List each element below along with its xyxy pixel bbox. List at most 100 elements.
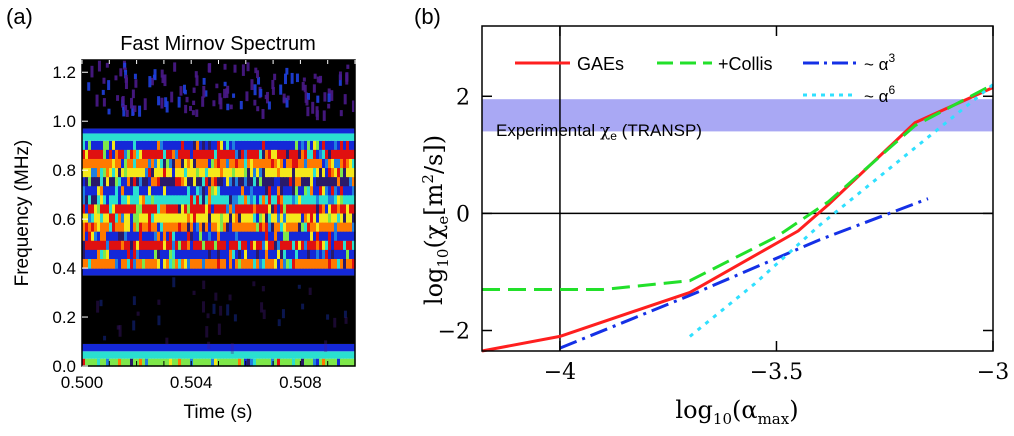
spectrogram-cell [178,358,182,367]
spectrogram-speck [316,76,320,83]
spectrogram-cell [160,177,164,187]
spectrogram-cell [211,195,215,206]
spectrogram-cell [187,222,191,233]
spectrogram-speck [316,95,320,103]
spectrogram-speck [132,296,136,306]
spectrogram-cell [109,177,113,187]
spectrogram-speck [163,74,167,87]
spectrogram-cell [262,204,266,215]
spectrogram-cell [181,140,185,151]
spectrogram-cell [175,258,179,269]
spectrogram-cell [91,158,95,169]
spectrogram-cell [166,158,170,169]
spectrogram-cell [160,158,164,169]
spectrogram-speck [124,70,128,79]
spectrogram-cell [331,249,335,260]
spectrogram-cell [193,231,197,242]
spectrogram-cell [166,249,170,260]
spectrogram-cell [118,249,122,260]
spectrogram-cell [256,249,260,260]
spectrogram-cell [115,186,119,196]
spectrogram-cell [226,177,230,187]
spectrogram-cell [103,258,107,269]
spectrogram-cell [295,358,299,367]
spectrogram-cell [238,195,242,206]
spectrogram-cell [109,140,113,151]
spectrogram-cell [115,222,119,233]
spectrogram-cell [277,186,281,196]
spectrogram-cell [271,149,275,160]
spectrogram-cell [112,231,116,242]
spectrogram-cell [319,140,323,151]
spectrogram-speck [253,84,257,96]
spectrogram-cell [151,195,155,206]
spectrogram-cell [247,222,251,233]
spectrogram-speck [261,109,265,119]
spectrogram-cell [235,358,239,367]
spectrogram-cell [106,177,110,187]
spectrogram-cell [133,140,137,151]
spectrogram-cell [169,222,173,233]
spectrogram-cell [232,195,236,206]
spectrogram-cell [304,195,308,206]
spectrogram-cell [271,213,275,224]
spectrogram-cell [307,149,311,160]
spectrogram-cell [217,168,221,178]
spectrogram-cell [169,204,173,215]
spectrogram-cell [238,213,242,224]
spectrogram-cell [193,158,197,169]
spectrogram-cell [334,222,338,233]
spectrogram-cell [175,140,179,151]
spectrogram-cell [124,231,128,242]
spectrogram-cell [250,158,254,169]
spectrogram-cell [115,177,119,187]
spectrogram-cell [304,177,308,187]
spectrogram-cell [238,249,242,260]
spectrogram-cell [187,195,191,206]
spectrogram-speck [285,67,289,75]
spectrogram-cell [241,149,245,160]
spectrogram-cell [268,258,272,269]
spectrogram-cell [346,195,350,206]
spectrogram-cell [343,249,347,260]
spectrogram-cell [301,358,305,367]
spectrogram-cell [319,158,323,169]
spectrogram-cell [250,231,254,242]
spectrogram-cell [349,204,353,215]
spectrogram-cell [199,240,203,251]
spectrogram-cell [133,213,137,224]
spectrogram-cell [220,177,224,187]
spectrogram-cell [205,195,209,206]
spectrogram-cell [151,222,155,233]
spectrogram-band [82,128,355,134]
spectrogram-cell [88,195,92,206]
spectrogram-cell [265,140,269,151]
spectrogram-cell [223,231,227,242]
spectrogram-cell [256,231,260,242]
spectrogram-cell [154,249,158,260]
spectrogram-speck [202,85,206,98]
spectrogram-cell [136,149,140,160]
spectrogram-cell [274,168,278,178]
spectrogram-cell [184,240,188,251]
spectrogram-cell [127,158,131,169]
spectrogram-cell [154,258,158,269]
spectrogram-cell [349,213,353,224]
spectrogram-cell [115,240,119,251]
spectrogram-speck [107,108,111,115]
spectrogram-speck [101,89,105,95]
spectrogram-cell [196,195,200,206]
spectrogram-cell [85,240,89,251]
spectrogram-cell [124,358,128,367]
spectrogram-cell [343,149,347,160]
spectrogram-cell [163,204,167,215]
spectrogram-cell [334,240,338,251]
spectrogram-cell [151,140,155,151]
spectrogram-cell [316,249,320,260]
spectrogram-speck [306,106,310,117]
spectrogram-cell [127,240,131,251]
spectrogram-speck [138,105,142,117]
spectrogram-cell [127,249,131,260]
spectrogram-speck [230,343,234,354]
spectrogram-cell [337,358,341,367]
